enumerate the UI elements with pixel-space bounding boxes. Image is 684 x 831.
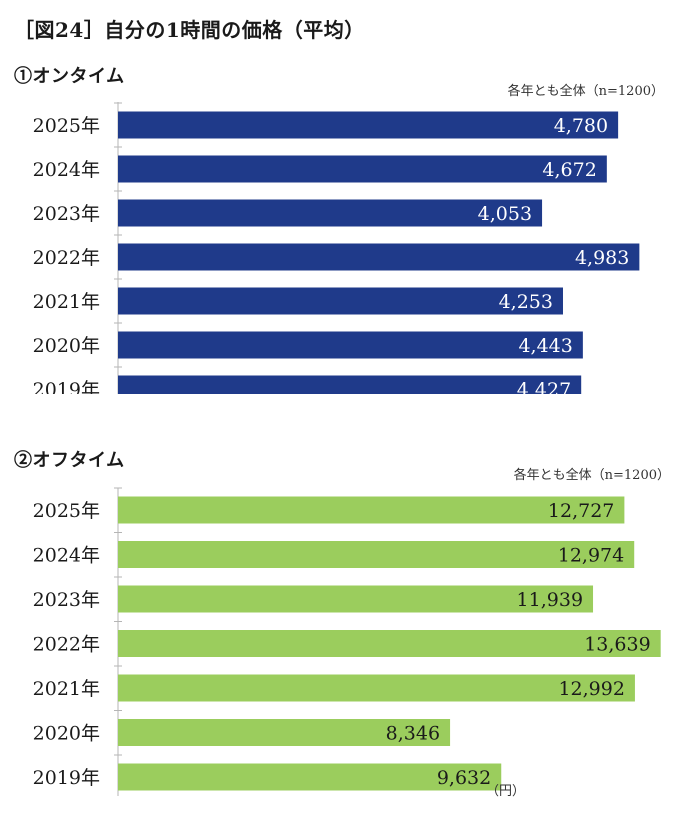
category-label: 2020年: [33, 723, 100, 745]
sample-note-ontime: 各年とも全体（n=1200）: [507, 84, 664, 99]
data-label: 4,427: [517, 379, 571, 394]
bar-2019年: [118, 763, 502, 791]
data-label: 11,939: [517, 589, 583, 611]
data-label: 12,992: [558, 678, 624, 700]
bar-2023年: [118, 199, 543, 227]
ontime-bar-chart: 2025年 4,780 2024年 4,672 2023年 4,053 2022年 4,983…: [33, 102, 640, 394]
section-title-offtime: ②オフタイム: [14, 450, 125, 471]
figure-title: ［図24］自分の1時間の価格（平均）: [14, 18, 365, 42]
category-label: 2023年: [33, 589, 100, 611]
category-label: 2024年: [33, 545, 100, 567]
data-label: 12,974: [558, 545, 624, 567]
data-label: 4,780: [554, 115, 608, 137]
bar-2020年: [118, 719, 451, 746]
category-label: 2020年: [33, 335, 100, 357]
data-label: 4,053: [478, 203, 532, 225]
data-label: 13,639: [584, 634, 650, 656]
category-label: 2024年: [33, 159, 100, 181]
category-label: 2021年: [33, 291, 100, 313]
category-label: 2022年: [33, 634, 100, 656]
data-label: 8,346: [386, 723, 440, 745]
bar-2024年: [118, 155, 607, 183]
sample-note-offtime: 各年とも全体（n=1200）: [513, 468, 670, 483]
category-label: 2023年: [33, 203, 100, 225]
data-label: 4,672: [542, 159, 596, 181]
category-label: 2021年: [33, 678, 100, 700]
category-label: 2025年: [33, 500, 100, 522]
bar-2025年: [118, 111, 619, 139]
category-label: 2019年: [33, 767, 100, 789]
bar-2021年: [118, 674, 635, 702]
bar-2024年: [118, 541, 635, 568]
data-label: 4,983: [575, 247, 629, 269]
bar-2023年: [118, 585, 594, 613]
category-label: 2022年: [33, 247, 100, 269]
data-label: 4,443: [518, 335, 572, 357]
bar-2019年: [118, 375, 582, 394]
data-label: 12,727: [548, 500, 614, 522]
bar-2022年: [118, 630, 661, 657]
data-label: 9,632: [437, 767, 491, 789]
data-label: 4,253: [499, 291, 553, 313]
bar-2022年: [118, 243, 640, 271]
bar-2020年: [118, 331, 583, 359]
bar-2021年: [118, 287, 563, 315]
offtime-bar-chart: 2025年 12,727 2024年 12,974 2023年 11,939 2022年 13…: [33, 487, 661, 796]
unit-label: （円）: [486, 784, 526, 799]
category-label: 2025年: [33, 115, 100, 137]
section-title-ontime: ①オンタイム: [14, 66, 125, 87]
category-label: 2019年: [33, 379, 100, 394]
bar-2025年: [118, 496, 625, 524]
